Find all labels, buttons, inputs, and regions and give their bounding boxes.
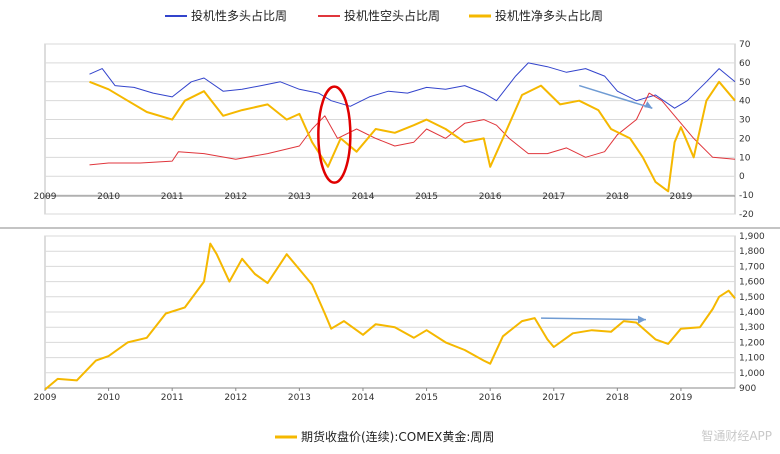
y-tick-label: 1,100 bbox=[739, 354, 765, 364]
x-tick-label: 2018 bbox=[606, 192, 629, 202]
series-line-gold bbox=[44, 242, 736, 391]
trend-arrowhead-top bbox=[644, 101, 653, 109]
x-tick-label: 2013 bbox=[288, 192, 311, 202]
highlight-circle bbox=[317, 85, 352, 184]
x-tick-label: 2012 bbox=[224, 393, 247, 403]
x-tick-label: 2010 bbox=[97, 393, 120, 403]
y-tick-label: 30 bbox=[739, 116, 751, 126]
trend-arrowhead-bottom bbox=[637, 315, 646, 324]
series-line-short bbox=[89, 92, 736, 166]
x-tick-label: 2011 bbox=[161, 192, 184, 202]
y-tick-label: 0 bbox=[739, 172, 745, 182]
x-tick-label: 2015 bbox=[415, 393, 438, 403]
y-tick-label: 1,700 bbox=[739, 262, 765, 272]
x-tick-label: 2014 bbox=[352, 192, 375, 202]
x-tick-label: 2017 bbox=[542, 393, 565, 403]
y-tick-label: 1,300 bbox=[739, 323, 765, 333]
watermark: 智通财经APP bbox=[701, 429, 772, 443]
plot-frame bbox=[44, 43, 736, 215]
legend-label-net: 投机性净多头占比周 bbox=[495, 8, 603, 23]
y-tick-label: 1,400 bbox=[739, 308, 765, 318]
trend-arrow-bottom bbox=[541, 317, 646, 321]
y-tick-label: 60 bbox=[739, 59, 751, 69]
series-line-net bbox=[89, 80, 736, 193]
x-tick-label: 2009 bbox=[34, 192, 57, 202]
bottom-legend: 期货收盘价(连续):COMEX黄金:周周 bbox=[275, 429, 494, 444]
y-tick-label: 70 bbox=[739, 40, 751, 50]
x-tick-label: 2013 bbox=[288, 393, 311, 403]
x-tick-label: 2019 bbox=[669, 192, 692, 202]
y-tick-label: 50 bbox=[739, 78, 751, 88]
y-tick-label: 1,200 bbox=[739, 338, 765, 348]
y-tick-label: 20 bbox=[739, 134, 751, 144]
top-legend: 投机性多头占比周 投机性空头占比周 投机性净多头占比周 bbox=[165, 8, 603, 23]
y-tick-label: 1,000 bbox=[739, 369, 765, 379]
y-tick-label: -20 bbox=[739, 210, 754, 220]
x-tick-label: 2017 bbox=[542, 192, 565, 202]
legend-label-gold: 期货收盘价(连续):COMEX黄金:周周 bbox=[301, 429, 494, 444]
y-tick-label: 1,800 bbox=[739, 247, 765, 257]
x-tick-label: 2016 bbox=[479, 393, 502, 403]
y-tick-label: 40 bbox=[739, 97, 751, 107]
x-tick-label: 2009 bbox=[34, 393, 57, 403]
x-tick-label: 2014 bbox=[352, 393, 375, 403]
x-tick-label: 2016 bbox=[479, 192, 502, 202]
trend-arrow-top bbox=[578, 84, 653, 109]
x-tick-label: 2011 bbox=[161, 393, 184, 403]
series-line-long bbox=[89, 62, 736, 109]
x-tick-label: 2010 bbox=[97, 192, 120, 202]
y-tick-label: 10 bbox=[739, 153, 751, 163]
legend-label-long: 投机性多头占比周 bbox=[191, 8, 287, 23]
y-tick-label: 900 bbox=[739, 384, 756, 394]
bottom-panel: 1,900 1,800 1,700 1,600 1,500 1,400 1,300 1,200… bbox=[34, 232, 765, 403]
x-tick-label: 2012 bbox=[224, 192, 247, 202]
x-tick-label: 2019 bbox=[669, 393, 692, 403]
x-tick-label: 2018 bbox=[606, 393, 629, 403]
legend-label-short: 投机性空头占比周 bbox=[344, 8, 440, 23]
y-tick-label: 1,500 bbox=[739, 293, 765, 303]
y-tick-label: 1,900 bbox=[739, 232, 765, 242]
y-tick-label: -10 bbox=[739, 191, 754, 201]
y-tick-label: 1,600 bbox=[739, 278, 765, 288]
x-tick-label: 2015 bbox=[415, 192, 438, 202]
